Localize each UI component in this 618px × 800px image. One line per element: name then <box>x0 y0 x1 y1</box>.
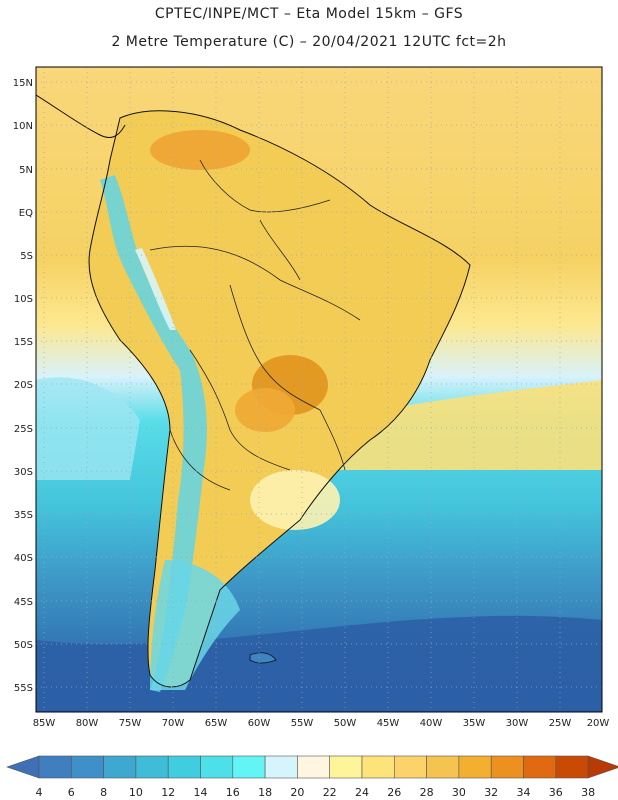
lat-label: EQ <box>19 208 33 219</box>
atlantic-warm-band <box>330 380 602 470</box>
patagonia-cool <box>150 560 240 690</box>
colorbar-swatch <box>458 755 492 779</box>
country-borders <box>149 159 361 491</box>
title-line-1: CPTEC/INPE/MCT – Eta Model 15km – GFS <box>154 6 464 22</box>
lon-label: 85W <box>33 718 56 729</box>
lon-label: 25W <box>549 718 572 729</box>
colorbar-swatch <box>264 755 298 779</box>
lon-label: 45W <box>377 718 400 729</box>
lat-label: 10S <box>14 294 33 305</box>
lat-label: 25S <box>14 424 33 435</box>
colorbar-label: 22 <box>323 786 337 799</box>
colorbar-swatch <box>103 755 137 779</box>
colorbar-label: 34 <box>517 786 531 799</box>
colorbar-label: 14 <box>194 786 208 799</box>
hot-core-south <box>235 388 295 432</box>
lon-label: 80W <box>76 718 99 729</box>
lon-label: 30W <box>506 718 529 729</box>
lat-label: 5S <box>20 251 33 262</box>
lon-label: 65W <box>205 718 228 729</box>
title-line-2: 2 Metre Temperature (C) – 20/04/2021 12U… <box>111 34 507 50</box>
lat-label: 45S <box>14 597 33 608</box>
colorbar-swatch <box>393 755 427 779</box>
colorbar-label: 38 <box>581 786 595 799</box>
lat-label: 20S <box>14 380 33 391</box>
colorbar-label: 28 <box>420 786 434 799</box>
lat-label: 5N <box>19 165 33 176</box>
colorbar-swatch <box>361 755 395 779</box>
lon-label: 40W <box>420 718 443 729</box>
colorbar-swatch <box>490 755 524 779</box>
colorbar-label: 26 <box>387 786 401 799</box>
colorbar-label: 10 <box>129 786 143 799</box>
andes-high-ridge <box>135 248 176 330</box>
colorbar-label: 36 <box>549 786 563 799</box>
colorbar-swatch <box>523 755 557 779</box>
colorbar-swatch <box>426 755 460 779</box>
colorbar-label: 4 <box>36 786 43 799</box>
colorbar-left-arrow <box>6 755 40 779</box>
map-frame <box>35 66 603 713</box>
colorbar-label: 16 <box>226 786 240 799</box>
lon-label: 75W <box>119 718 142 729</box>
latitude-labels: 15N 10N 5N EQ 5S 10S 15S 20S 25S 30S 35S… <box>13 78 33 694</box>
lon-label: 60W <box>248 718 271 729</box>
lat-label: 35S <box>14 510 33 521</box>
colorbar-label: 18 <box>258 786 272 799</box>
lat-label: 10N <box>13 121 33 132</box>
pacific-cool-band <box>36 377 140 480</box>
colorbar-label: 8 <box>100 786 107 799</box>
coastline <box>88 110 471 688</box>
colorbar-swatch <box>555 755 589 779</box>
colorbar-swatch <box>329 755 363 779</box>
colorbar-swatch <box>167 755 201 779</box>
lat-label: 40S <box>14 553 33 564</box>
central-america-coast <box>36 94 126 138</box>
lon-label: 35W <box>463 718 486 729</box>
lat-label: 55S <box>14 683 33 694</box>
north-coast-warm <box>150 130 250 170</box>
longitude-labels: 85W 80W 75W 70W 65W 60W 55W 50W 45W 40W … <box>33 718 610 729</box>
colorbar-label: 12 <box>161 786 175 799</box>
colorbar-swatch <box>297 755 330 779</box>
colorbar-label: 6 <box>68 786 75 799</box>
colorbar-swatch <box>38 755 72 779</box>
lon-label: 70W <box>162 718 185 729</box>
colorbar-label: 20 <box>290 786 304 799</box>
lon-label: 50W <box>334 718 357 729</box>
lat-label: 30S <box>14 467 33 478</box>
colorbar-swatch <box>200 755 234 779</box>
colorbar-right-arrow <box>587 755 618 779</box>
map-area <box>36 67 602 712</box>
colorbar-label: 24 <box>355 786 369 799</box>
lon-label: 20W <box>587 718 610 729</box>
lon-label: 55W <box>291 718 314 729</box>
lat-label: 15N <box>13 78 33 89</box>
lat-label: 50S <box>14 640 33 651</box>
lat-label: 15S <box>14 337 33 348</box>
pampa-mild <box>250 470 340 530</box>
colorbar-label: 30 <box>452 786 466 799</box>
falkland-islands <box>249 652 277 664</box>
colorbar: 4 6 8 10 12 14 16 18 20 22 24 26 28 30 32 34 36 38 <box>6 755 618 799</box>
colorbar-swatch <box>71 755 104 779</box>
colorbar-swatch <box>135 755 169 779</box>
colorbar-label: 32 <box>484 786 498 799</box>
colorbar-swatch <box>232 755 266 779</box>
